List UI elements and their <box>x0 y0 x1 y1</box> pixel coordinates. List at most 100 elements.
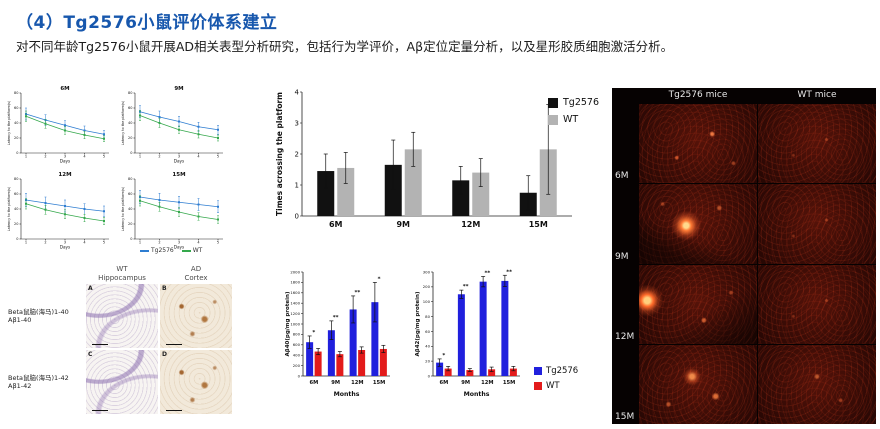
svg-text:*: * <box>312 330 315 336</box>
svg-text:80: 80 <box>128 91 132 95</box>
svg-text:1200: 1200 <box>290 311 300 316</box>
scale-bar <box>92 343 108 345</box>
svg-text:15M: 15M <box>529 220 548 229</box>
svg-text:4: 4 <box>197 155 200 159</box>
svg-text:1: 1 <box>25 241 27 245</box>
svg-text:3: 3 <box>64 241 66 245</box>
svg-text:12M: 12M <box>481 380 493 386</box>
svg-text:0: 0 <box>295 212 299 220</box>
histology-image-a: A <box>86 284 158 348</box>
legend-label-tg2576: Tg2576 <box>546 366 579 376</box>
histology-row-label-ab42: Beta鼠脑(海马)1-42 Aβ1-42 <box>8 374 84 390</box>
row-label-bottom: Aβ1-42 <box>8 382 32 390</box>
svg-text:60: 60 <box>425 329 430 334</box>
histology-col-header-ad: AD Cortex <box>160 265 232 282</box>
svg-text:80: 80 <box>14 91 18 95</box>
fluo-col-header-wt: WT mice <box>797 90 837 100</box>
row-label-top: Beta鼠脑(海马)1-42 <box>8 373 69 382</box>
legend-item-tg2576: Tg2576 <box>140 247 174 254</box>
svg-text:200: 200 <box>293 363 301 368</box>
histology-row-label-ab40: Beta鼠脑(海马)1-40 Aβ1-40 <box>8 308 84 324</box>
svg-text:Times acrossing the platform: Times acrossing the platform <box>275 92 284 216</box>
svg-text:12M: 12M <box>58 172 71 178</box>
svg-text:*: * <box>378 276 381 282</box>
svg-text:1: 1 <box>139 155 141 159</box>
fluo-corner <box>612 88 638 103</box>
latency-chart-15m: 0 20 40 60 80 1 2 3 4 5 15M Latency to the platform… <box>120 170 226 254</box>
legend-label-wt: WT <box>192 247 203 254</box>
col-header-top: WT <box>116 265 128 274</box>
svg-text:15M: 15M <box>373 380 385 386</box>
svg-text:9M: 9M <box>461 380 470 386</box>
svg-text:3: 3 <box>295 119 299 127</box>
latency-chart-6m: 0 20 40 60 80 1 2 3 4 5 6M Latency to the platform(… <box>6 84 112 168</box>
fluo-image-tg-15m <box>639 344 757 424</box>
svg-text:15M: 15M <box>503 380 515 386</box>
scale-bar <box>166 343 182 345</box>
svg-text:**: ** <box>506 269 512 275</box>
svg-text:2: 2 <box>295 150 299 158</box>
tg2576-swatch <box>534 367 542 375</box>
svg-text:40: 40 <box>425 344 430 349</box>
svg-text:9M: 9M <box>331 380 340 386</box>
legend-item-tg2576: Tg2576 <box>534 366 578 376</box>
svg-text:0: 0 <box>428 373 431 378</box>
svg-text:300: 300 <box>423 269 431 274</box>
svg-text:Aβ42(pg/mg protein): Aβ42(pg/mg protein) <box>415 291 421 356</box>
svg-text:200: 200 <box>423 284 431 289</box>
svg-text:Latency to the platform(s): Latency to the platform(s) <box>121 186 125 231</box>
svg-text:4: 4 <box>295 88 300 96</box>
fluo-row-label-15m: 15M <box>615 412 635 422</box>
svg-text:40: 40 <box>14 121 18 125</box>
svg-text:40: 40 <box>128 121 132 125</box>
svg-text:20: 20 <box>14 136 18 140</box>
panel-letter: C <box>88 351 93 358</box>
svg-text:1: 1 <box>25 155 27 159</box>
row-label-top: Beta鼠脑(海马)1-40 <box>8 307 69 316</box>
scale-bar <box>92 409 108 411</box>
svg-text:6M: 6M <box>329 220 343 229</box>
svg-text:20: 20 <box>425 358 430 363</box>
svg-text:Latency to the platform(s): Latency to the platform(s) <box>7 100 11 145</box>
svg-text:Aβ40(pg/mg protein): Aβ40(pg/mg protein) <box>285 291 291 356</box>
legend-label-tg2576: Tg2576 <box>563 97 600 108</box>
svg-text:5: 5 <box>217 241 219 245</box>
svg-text:40: 40 <box>14 207 18 211</box>
svg-text:Months: Months <box>464 391 490 398</box>
svg-text:**: ** <box>333 315 339 321</box>
svg-text:5: 5 <box>103 241 105 245</box>
histology-col-header-wt: WT Hippocampus <box>86 265 158 282</box>
histology-image-b: B <box>160 284 232 348</box>
svg-text:6M: 6M <box>309 380 318 386</box>
panel-letter: D <box>162 351 167 358</box>
histology-image-d: D <box>160 350 232 414</box>
fluo-image-wt-15m <box>758 344 876 424</box>
abeta42-chart: 0 20 40 60 80 100 200 300 6M * 9M ** 12M ** 15M ** Aβ42(… <box>412 264 524 402</box>
svg-text:**: ** <box>354 290 360 296</box>
ab-legend: Tg2576 WT <box>534 366 578 391</box>
legend-label-tg2576: Tg2576 <box>151 247 174 254</box>
svg-text:3: 3 <box>178 155 180 159</box>
abeta40-chart: 0 200 400 600 800 1000 1200 1400 1600 1800 2000 6M *… <box>282 264 394 402</box>
svg-text:60: 60 <box>14 192 18 196</box>
svg-text:*: * <box>442 353 445 359</box>
svg-text:0: 0 <box>298 373 301 378</box>
latency-chart-12m: 0 20 40 60 80 1 2 3 4 5 12M Latency to the platform… <box>6 170 112 254</box>
fluo-image-tg-9m <box>639 184 757 264</box>
svg-text:12M: 12M <box>461 220 480 229</box>
latency-chart-9m: 0 20 40 60 80 1 2 3 4 5 9M Latency to the platform(… <box>120 84 226 168</box>
col-header-top: AD <box>190 265 202 274</box>
platform-legend: Tg2576 WT <box>548 97 599 125</box>
svg-text:Days: Days <box>60 245 70 250</box>
legend-item-wt: WT <box>548 114 599 125</box>
legend-label-wt: WT <box>563 114 579 125</box>
svg-text:0: 0 <box>16 151 18 155</box>
svg-text:80: 80 <box>425 314 430 319</box>
svg-text:12M: 12M <box>351 380 363 386</box>
fluo-image-wt-12m <box>758 264 876 344</box>
fluo-image-tg-12m <box>639 264 757 344</box>
water-maze-latency-charts: 0 20 40 60 80 1 2 3 4 5 6M Latency to the platform(… <box>6 84 226 254</box>
svg-text:3: 3 <box>64 155 66 159</box>
svg-text:1: 1 <box>295 181 299 189</box>
col-header-bottom: Hippocampus <box>98 273 146 282</box>
